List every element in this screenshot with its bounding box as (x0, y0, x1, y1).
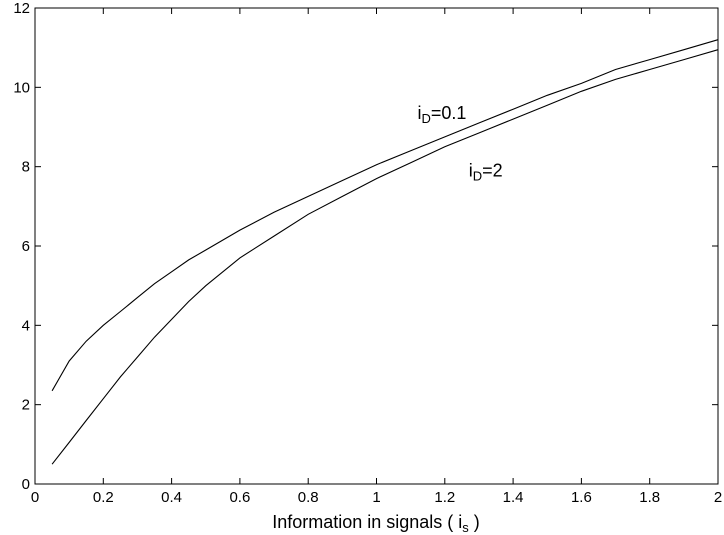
x-tick-label: 0 (31, 489, 39, 506)
x-tick-label: 2 (714, 489, 722, 506)
y-tick-label: 8 (22, 159, 30, 176)
x-tick-label: 0.6 (229, 489, 250, 506)
x-tick-label: 1.4 (503, 489, 524, 506)
x-tick-label: 1.8 (639, 489, 660, 506)
x-tick-label: 1.6 (571, 489, 592, 506)
y-tick-label: 10 (13, 79, 30, 96)
series-lines (51, 39, 719, 465)
x-tick-label: 1.2 (434, 489, 455, 506)
y-tick-label: 0 (22, 476, 30, 493)
x-tick-label: 0.4 (161, 489, 182, 506)
axis-ticks: 0 0.2 0.4 0.6 0.8 1 1.2 1.4 1.6 1.8 2 0 2 4 6 8 10 12 (13, 0, 722, 506)
y-tick-label: 12 (13, 0, 30, 17)
x-tick-label: 1 (372, 489, 380, 506)
series-label-1: iD=0.1 (417, 103, 466, 126)
series-label-2: iD=2 (469, 161, 503, 184)
x-tick-label: 0.8 (298, 489, 319, 506)
y-tick-label: 2 (22, 397, 30, 414)
x-tick-label: 0.2 (93, 489, 114, 506)
x-axis-label: Information in signals ( is ) (272, 512, 480, 535)
y-tick-label: 6 (22, 238, 30, 255)
series-line-1 (51, 39, 719, 392)
series-labels: iD=0.1 iD=2 (417, 103, 502, 184)
y-tick-label: 4 (22, 317, 30, 334)
series-line-2 (51, 49, 719, 465)
